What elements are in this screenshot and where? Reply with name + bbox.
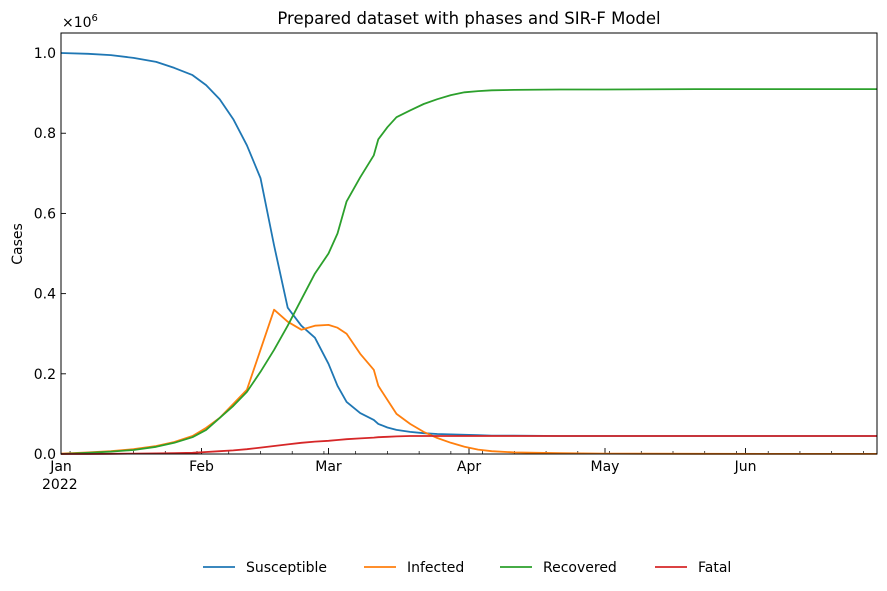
x-tick-label: Mar (315, 459, 342, 475)
x-tick-label: Apr (457, 459, 481, 475)
y-axis-label: Cases (10, 223, 26, 265)
series-line-fatal (61, 435, 877, 455)
series-layer (60, 52, 877, 455)
legend-item-recovered: Recovered (500, 560, 617, 576)
chart-title: Prepared dataset with phases and SIR-F M… (277, 9, 660, 28)
legend-item-susceptible: Susceptible (203, 560, 327, 576)
series-line-recovered (60, 88, 877, 455)
x-tick-label: Jun (734, 459, 757, 475)
y-multiplier-exponent: 6 (92, 13, 98, 24)
series-line-infected (60, 308, 877, 455)
y-multiplier-text: ×106 (62, 13, 98, 31)
x-tick-label: May (591, 459, 620, 475)
x-tick-label: Feb (189, 459, 214, 475)
y-tick-label: 0.2 (34, 367, 56, 383)
y-tick-label: 0.8 (34, 126, 56, 142)
legend-label: Recovered (543, 560, 617, 576)
y-tick-label: 1.0 (34, 46, 56, 62)
axis-ticks: 0.0 0.2 0.4 0.6 0.8 1.0 Jan 2022 Feb Mar Apr May Jun (34, 46, 864, 493)
plot-frame (60, 32, 878, 455)
legend-label: Susceptible (246, 560, 327, 576)
legend: Susceptible Infected Recovered Fatal (203, 560, 731, 576)
y-axis-multiplier: ×106 (62, 13, 98, 31)
axes-frame (60, 32, 878, 455)
y-tick-label: 0.6 (34, 206, 56, 222)
legend-label: Infected (407, 560, 464, 576)
legend-label: Fatal (698, 560, 731, 576)
legend-item-fatal: Fatal (655, 560, 731, 576)
y-tick-label: 0.0 (34, 447, 56, 463)
x-tick-sublabel: 2022 (42, 477, 78, 493)
y-tick-label: 0.4 (34, 287, 56, 303)
x-tick-label: Jan (49, 459, 72, 475)
y-multiplier-base: ×10 (62, 15, 92, 31)
legend-item-infected: Infected (364, 560, 464, 576)
